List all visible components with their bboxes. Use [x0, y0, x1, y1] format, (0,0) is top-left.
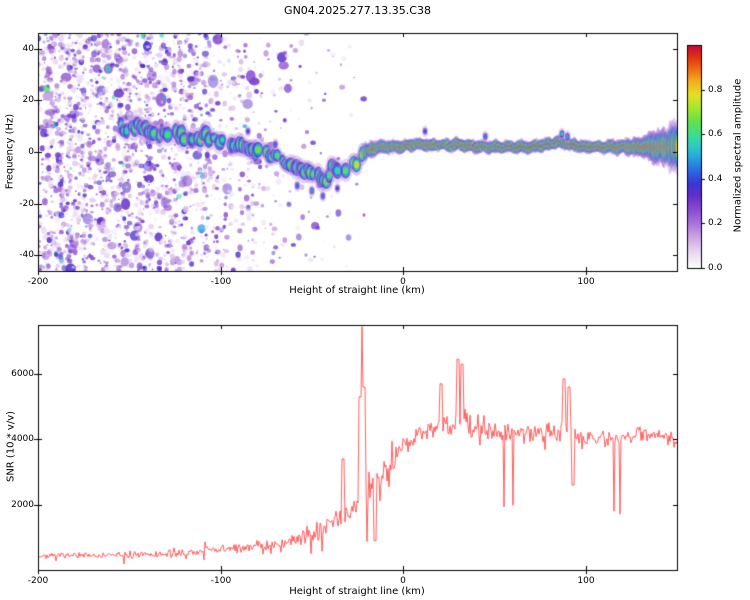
spectrogram-x-tick-label: -100	[210, 277, 232, 287]
snr-x-tick-label: -200	[27, 576, 49, 586]
figure-title: GN04.2025.277.13.35.C38	[284, 4, 431, 17]
snr-x-tick-label: 100	[577, 576, 595, 586]
spectrogram-xlabel: Height of straight line (km)	[289, 285, 425, 296]
snr-y-tick-label: 4000	[11, 434, 34, 444]
colorbar-label: Normalized spectral amplitude	[732, 78, 744, 233]
spectrogram-y-tick-label: 0	[28, 147, 34, 157]
snr-xlabel: Height of straight line (km)	[289, 586, 425, 597]
colorbar-tick-label: 0.2	[708, 218, 723, 228]
spectrogram-y-tick-label: -20	[19, 199, 34, 209]
spectrogram-x-tick-label: 0	[400, 277, 406, 287]
snr-ylabel: SNR (10 * v/v)	[5, 410, 17, 483]
snr-y-tick-label: 2000	[11, 500, 34, 510]
spectrogram-y-tick-label: -40	[19, 250, 34, 260]
colorbar-tick-label: 0.8	[708, 85, 723, 95]
spectrogram-x-tick-label: -200	[27, 277, 49, 287]
snr-x-tick-label: -100	[210, 576, 232, 586]
colorbar-tick-label: 0.6	[708, 129, 723, 139]
colorbar-tick-label: 0.0	[708, 263, 723, 273]
snr-y-tick-label: 6000	[11, 369, 34, 379]
spectrogram-y-tick-label: 40	[22, 44, 34, 54]
snr-x-tick-label: 0	[400, 576, 406, 586]
colorbar-tick-label: 0.4	[708, 174, 723, 184]
spectrogram-y-tick-label: 20	[22, 95, 34, 105]
spectrogram-x-tick-label: 100	[577, 277, 595, 287]
